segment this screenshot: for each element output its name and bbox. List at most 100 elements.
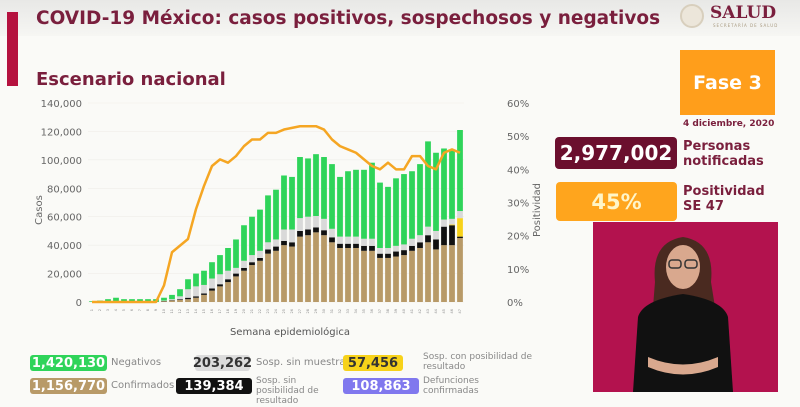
bar-segment-sosp-sin-posibilidad-de-resultado [217,284,223,287]
cases-chart: 0 20,000 40,000 60,000 80,000 100,000 120,000 1… [34,99,543,338]
bar-segment-negativos [393,178,399,246]
bar-segment-confirmados [321,235,327,302]
x-tick-label: 13 [186,309,190,313]
bar-segment-confirmados [401,255,407,302]
bar-segment-sosp-sin-muestra [313,216,319,228]
bar-segment-sosp-sin-muestra [329,228,335,238]
x-tick-label: 6 [130,309,134,311]
bar-segment-negativos [457,130,463,212]
x-tick-label: 7 [138,309,142,311]
bar-segment-sosp-sin-muestra [185,289,191,298]
page-subtitle: Escenario nacional [36,69,226,90]
page-title: COVID-19 México: casos positivos, sospec… [36,8,661,29]
bar-segment-sosp-sin-muestra [265,242,271,250]
bar-segment-confirmados [345,247,351,302]
bar-segment-confirmados [265,253,271,302]
bar-segment-sosp-sin-posibilidad-de-resultado [345,243,351,248]
bar-segment-confirmados [337,247,343,302]
bar-segment-sosp-sin-posibilidad-de-resultado [185,297,191,300]
bar-segment-sosp-sin-posibilidad-de-resultado [361,245,367,251]
bar-segment-sosp-sin-posibilidad-de-resultado [417,242,423,248]
bar-segment-sosp-sin-muestra [457,211,463,219]
bar-segment-sosp-sin-muestra [353,236,359,244]
bar-segment-confirmados [185,299,191,302]
x-tick-label: 43 [426,309,430,313]
x-tick-label: 31 [330,309,334,313]
confirmados-label: Confirmados [111,380,175,391]
x-tick-label: 44 [434,308,438,313]
y-tick-label: 100,000 [41,156,82,167]
bar-segment-sosp-sin-muestra [297,218,303,231]
con-posibilidad-label: Sosp. con posibilidad de resultado [423,352,533,372]
x-tick-label: 19 [234,309,238,313]
logo-text: SALUD [710,3,777,23]
bar-segment-negativos [113,297,119,302]
x-tick-label: 30 [322,309,326,313]
y2-tick-label: 40% [507,165,529,176]
bar-segment-sosp-sin-posibilidad-de-resultado [265,249,271,254]
bar-segment-confirmados [329,242,335,302]
bar-segment-negativos [233,239,239,268]
bar-segment-sosp-sin-muestra [193,286,199,297]
logo-subtext: SECRETARÍA DE SALUD [713,23,779,28]
bar-segment-sosp-sin-posibilidad-de-resultado [393,251,399,257]
x-tick-label: 20 [242,309,246,313]
bar-segment-sosp-sin-posibilidad-de-resultado [401,250,407,256]
bar-segment-sosp-sin-posibilidad-de-resultado [233,273,239,277]
x-tick-label: 46 [450,309,454,313]
y-tick-label: 120,000 [41,127,82,138]
bar-segment-confirmados [281,245,287,302]
bar-segment-confirmados [353,247,359,302]
bar-segment-sosp-sin-muestra [385,247,391,254]
bar-segment-negativos [193,273,199,287]
bar-segment-sosp-sin-muestra [225,270,231,280]
bar-segment-sosp-sin-posibilidad-de-resultado [289,242,295,247]
bar-segment-negativos [377,182,383,248]
bar-segment-negativos [161,297,167,301]
y-tick-label: 20,000 [47,270,82,281]
y2-axis-label: Positividad [532,183,543,237]
x-tick-label: 42 [418,309,422,313]
bar-segment-sosp-sin-muestra [401,244,407,251]
bar-segment-confirmados [441,245,447,302]
bar-segment-sosp-sin-muestra [377,247,383,254]
y-tick-label: 40,000 [47,241,82,252]
bar-segment-negativos [121,299,127,302]
bar-segment-negativos [433,152,439,231]
bar-segment-sosp-sin-muestra [233,267,239,274]
bar-segment-sosp-sin-muestra [393,245,399,252]
report-date: 4 diciembre, 2020 [683,119,775,129]
x-tick-label: 33 [346,309,350,313]
bar-segment-sosp-sin-posibilidad-de-resultado [329,237,335,243]
x-tick-label: 27 [298,309,302,313]
bar-segment-sosp-sin-muestra [217,274,223,285]
bar-segment-negativos [441,148,447,220]
seal-icon [680,4,704,28]
bar-segment-sosp-sin-posibilidad-de-resultado [225,279,231,283]
bar-segment-negativos [169,294,175,300]
bar-segment-sosp-sin-posibilidad-de-resultado [249,262,255,266]
bar-segment-sosp-sin-posibilidad-de-resultado [305,229,311,236]
personas-label-2: notificadas [683,154,764,169]
bar-segment-sosp-sin-muestra [449,218,455,225]
x-tick-label: 10 [162,309,166,313]
bar-segment-confirmados [313,232,319,302]
bar-segment-negativos [185,279,191,290]
x-tick-label: 2 [98,309,102,311]
bar-segment-confirmados [209,290,215,302]
y2-tick-label: 60% [507,99,529,110]
bar-segment-negativos [257,209,263,251]
bar-segment-sosp-sin-muestra [425,226,431,236]
personas-notificadas-value: 2,977,002 [555,137,677,169]
defunciones-label: Defunciones confirmadas [423,376,479,396]
bar-segment-sosp-sin-muestra [361,238,367,246]
bar-segment-negativos [177,289,183,297]
bar-segment-negativos [321,157,327,219]
x-tick-label: 41 [410,309,414,313]
bar-segment-confirmados [169,300,175,302]
bar-segment-sosp-sin-muestra [417,235,423,243]
bar-segment-negativos [385,186,391,248]
bar-segment-confirmados [361,250,367,302]
y-tick-label: 0 [76,298,82,309]
y-tick-label: 80,000 [47,184,82,195]
